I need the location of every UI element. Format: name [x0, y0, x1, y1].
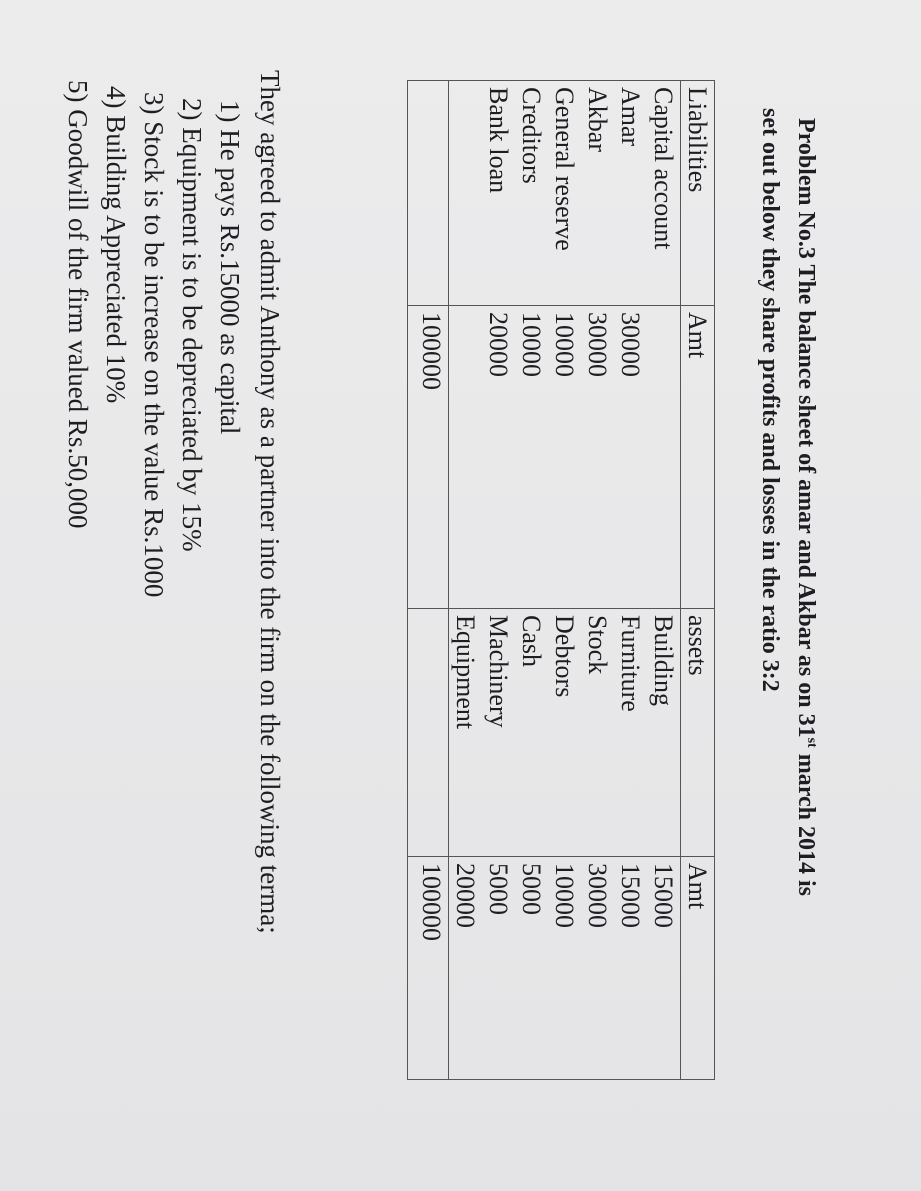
table-body-row: Capital account Amar Akbar General reserve C… — [448, 80, 681, 1080]
liabilities-column: Capital account Amar Akbar General reserve C… — [448, 80, 681, 306]
cell-liabilities: Creditors — [517, 87, 546, 184]
balance-sheet-table: Liabilities Amt assets Amt Capital accou… — [407, 80, 715, 1080]
cell-asset_amounts: 5000 — [517, 863, 546, 915]
cell-liab_amounts: 30000 — [616, 312, 645, 377]
cell-assets: Cash — [517, 615, 546, 667]
liab-amount-column: 30000 30000 10000 10000 20000 — [448, 305, 681, 609]
cell-liabilities: Amar — [616, 87, 645, 147]
asset-total: 100000 — [407, 856, 449, 1080]
cell-asset_amounts: 5000 — [484, 863, 513, 915]
cell-liab_amounts: 30000 — [583, 312, 612, 377]
terms-intro: They agreed to admit Anthony as a partne… — [255, 70, 285, 934]
cell-liabilities: Akbar — [583, 87, 612, 152]
problem-subtitle: set out below they share profits and los… — [757, 108, 783, 692]
header-assets: assets — [680, 608, 715, 857]
cell-liab_amounts: 10000 — [550, 312, 579, 377]
cell-liab_amounts: 20000 — [484, 312, 513, 377]
cell-assets: Machinery — [484, 615, 513, 728]
table-header-row: Liabilities Amt assets Amt — [680, 80, 715, 1080]
cell-liabilities: Capital account — [649, 87, 678, 250]
term-item: 5) Goodwill of the firm valued Rs.50,000 — [63, 80, 93, 529]
cell-assets: Debtors — [550, 615, 579, 698]
table-total-row: 100000 100000 — [407, 80, 449, 1080]
header-amt: Amt — [680, 856, 715, 1080]
cell-assets: Equipment — [451, 615, 480, 730]
assets-column: Building Furniture Stock Debtors Cash Machine… — [448, 608, 681, 857]
term-item: 2) Equipment is to be depreciated by 15% — [177, 98, 207, 552]
cell-asset_amounts: 10000 — [550, 863, 579, 928]
cell-asset_amounts: 30000 — [583, 863, 612, 928]
cell-liab_amounts — [647, 312, 680, 602]
liab-total: 100000 — [407, 305, 449, 609]
cell-assets: Stock — [583, 615, 612, 675]
cell-liabilities: General reserve — [550, 87, 579, 251]
term-item: 1) He pays Rs.15000 as capital — [215, 100, 245, 435]
term-item: 4) Building Appreciated 10% — [101, 86, 131, 404]
cell-liab_amounts: 10000 — [517, 312, 546, 377]
cell-assets: Building — [649, 615, 678, 707]
header-amt: Amt — [680, 305, 715, 609]
cell-asset_amounts: 20000 — [451, 863, 480, 928]
cell-liabilities: Bank loan — [484, 87, 513, 194]
cell-assets: Furniture — [616, 615, 645, 712]
header-liabilities: Liabilities — [680, 80, 715, 306]
problem-title: Problem No.3 The balance sheet of amar a… — [793, 118, 819, 896]
cell-asset_amounts: 15000 — [616, 863, 645, 928]
asset-amount-column: 15000 15000 30000 10000 5000 5000 20000 — [448, 856, 681, 1080]
term-item: 3) Stock is to be increase on the value … — [139, 92, 169, 598]
cell-asset_amounts: 15000 — [649, 863, 678, 928]
